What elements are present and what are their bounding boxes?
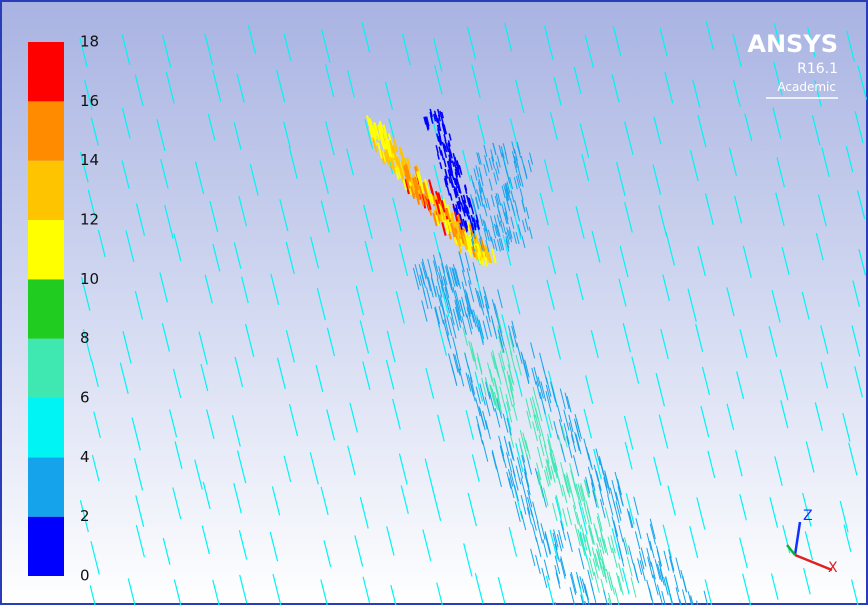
legend-tick-label: 4 xyxy=(80,448,90,466)
legend-segment xyxy=(28,398,64,457)
legend-segment xyxy=(28,101,64,160)
legend-tick-label: 14 xyxy=(80,151,99,169)
legend-tick-label: 18 xyxy=(80,33,99,51)
logo-edition: Academic xyxy=(777,80,836,94)
logo-name: ANSYS xyxy=(747,30,838,58)
legend-tick-label: 12 xyxy=(80,211,99,229)
viewport: 0 2 4 6 8 10 12 14 16 18 ANSYS R16.1 Academic Z X xyxy=(0,0,868,605)
background xyxy=(1,1,867,604)
legend-segment xyxy=(28,517,64,576)
x-label: X xyxy=(828,560,838,576)
legend-segment xyxy=(28,220,64,279)
legend-segment xyxy=(28,457,64,516)
logo-version: R16.1 xyxy=(797,61,838,77)
legend-tick-label: 2 xyxy=(80,507,90,525)
z-label: Z xyxy=(803,508,813,524)
legend-tick-label: 6 xyxy=(80,389,90,407)
legend-segment xyxy=(28,42,64,101)
legend-segment xyxy=(28,161,64,220)
legend-segment xyxy=(28,339,64,398)
legend-segment xyxy=(28,279,64,338)
legend-tick-label: 0 xyxy=(80,567,90,585)
legend-tick-label: 8 xyxy=(80,329,90,347)
legend-tick-label: 16 xyxy=(80,92,99,110)
legend-tick-label: 10 xyxy=(80,270,99,288)
